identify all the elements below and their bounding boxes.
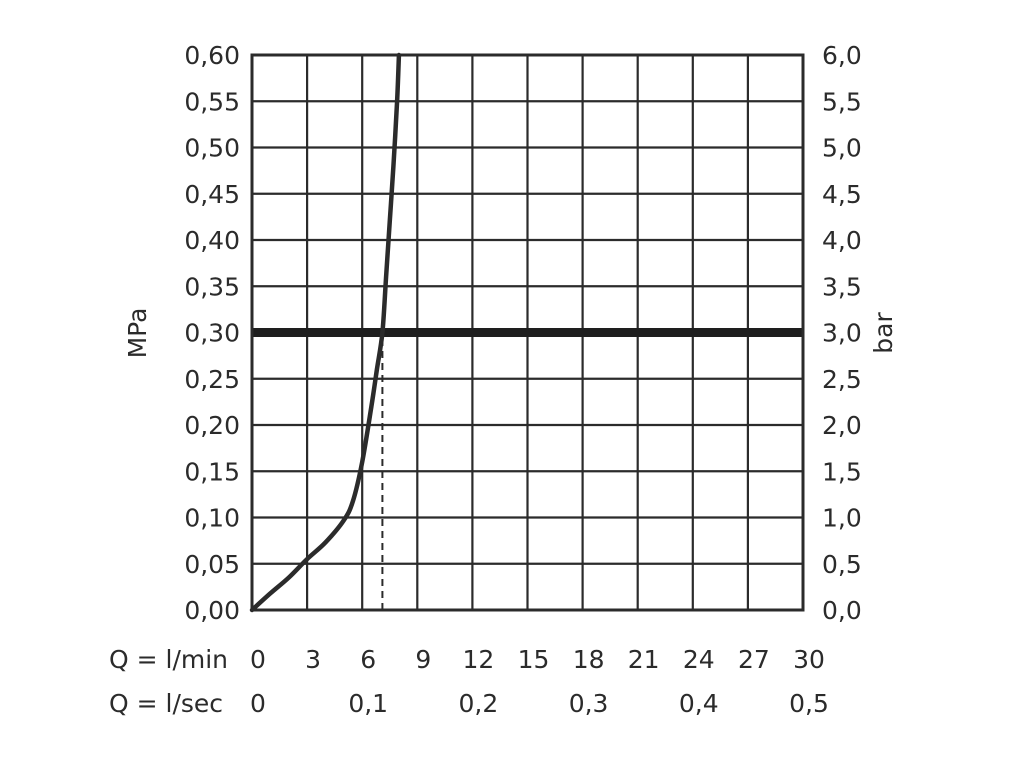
y-tick-left-label: 0,30 xyxy=(184,319,240,348)
y-tick-right-label: 2,0 xyxy=(822,411,862,440)
flow-curve-0 xyxy=(249,52,402,613)
y-tick-right-label: 1,5 xyxy=(822,457,862,486)
x-tick-label-row-0: 30 xyxy=(793,645,825,674)
y-tick-left-label: 0,20 xyxy=(184,411,240,440)
x-tick-label-row-0: 18 xyxy=(573,645,605,674)
y-tick-right-label: 2,5 xyxy=(822,365,862,394)
y-axis-title-right: bar xyxy=(869,312,898,354)
y-tick-left-label: 0,50 xyxy=(184,134,240,163)
y-tick-left-label: 0,55 xyxy=(184,87,240,116)
y-tick-left-label: 0,25 xyxy=(184,365,240,394)
y-tick-right-label: 3,0 xyxy=(822,319,862,348)
y-tick-left-label: 0,35 xyxy=(184,272,240,301)
y-tick-right-label: 0,5 xyxy=(822,550,862,579)
y-tick-left-label: 0,05 xyxy=(184,550,240,579)
x-tick-label-row-1: 0,2 xyxy=(459,689,499,718)
x-tick-label-row-1: 0,5 xyxy=(789,689,829,718)
y-tick-right-label: 1,0 xyxy=(822,504,862,533)
y-tick-left-label: 0,60 xyxy=(184,41,240,70)
x-tick-label-row-1: 0,1 xyxy=(348,689,388,718)
x-tick-label-row-0: 21 xyxy=(628,645,660,674)
y-tick-right-label: 6,0 xyxy=(822,41,862,70)
y-axis-title-left: MPa xyxy=(123,308,152,359)
x-tick-label-row-0: 3 xyxy=(305,645,321,674)
y-ticks-right: 0,0 0,5 1,0 1,5 2,0 2,5 3,0 3,5 4,0 4,5 5,0 5,5 6,0 xyxy=(822,41,862,625)
y-tick-left-label: 0,45 xyxy=(184,180,240,209)
y-tick-left-label: 0,40 xyxy=(184,226,240,255)
y-tick-right-label: 4,0 xyxy=(822,226,862,255)
y-ticks-left: 0,00 0,05 0,10 0,15 0,20 0,25 0,30 0,35 0,40 0,45… xyxy=(184,41,240,625)
x-tick-label-row-1: 0,4 xyxy=(679,689,719,718)
series-layer xyxy=(249,52,402,613)
x-tick-label-row-0: 9 xyxy=(415,645,431,674)
x-tick-label-row-0: 6 xyxy=(360,645,376,674)
x-tick-label-row-0: 0 xyxy=(250,645,266,674)
x-ticks: 0 3 6 9 12 15 18 21 24 27 30 0 0,1 0,2 0,3 0,4 0,5 xyxy=(250,645,829,718)
y-tick-right-label: 5,5 xyxy=(822,87,862,116)
plot-frame xyxy=(250,53,805,612)
y-tick-left-label: 0,00 xyxy=(184,596,240,625)
x-tick-label-row-0: 15 xyxy=(518,645,550,674)
x-tick-label-row-0: 12 xyxy=(462,645,494,674)
y-tick-right-label: 0,0 xyxy=(822,596,862,625)
x-tick-label-row-1: 0 xyxy=(250,689,266,718)
x-row-label-lsec: Q = l/sec xyxy=(109,689,223,718)
y-tick-right-label: 5,0 xyxy=(822,134,862,163)
x-tick-label-row-0: 24 xyxy=(683,645,715,674)
x-tick-label-row-1: 0,3 xyxy=(569,689,609,718)
x-row-label-lmin: Q = l/min xyxy=(109,645,228,674)
x-tick-label-row-0: 27 xyxy=(738,645,770,674)
y-tick-left-label: 0,10 xyxy=(184,504,240,533)
y-tick-left-label: 0,15 xyxy=(184,457,240,486)
y-tick-right-label: 3,5 xyxy=(822,272,862,301)
plot-border xyxy=(250,53,805,612)
y-tick-right-label: 4,5 xyxy=(822,180,862,209)
